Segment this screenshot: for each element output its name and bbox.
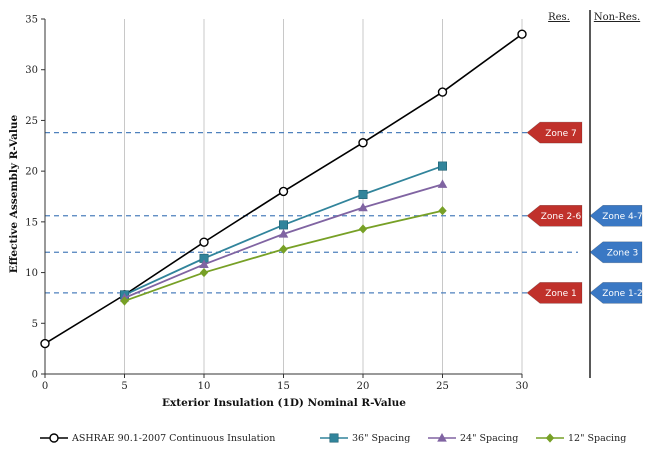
x-axis-label: Exterior Insulation (1D) Nominal R-Value <box>162 397 406 409</box>
zone-arrow-shape <box>526 204 583 227</box>
legend-label: 36" Spacing <box>352 433 410 444</box>
zone-arrow: Zone 3 <box>589 241 643 264</box>
series-layer <box>40 29 527 349</box>
x-tick-label: 5 <box>121 381 127 392</box>
column-header: Res. <box>548 12 570 23</box>
x-tick-label: 15 <box>277 381 290 392</box>
x-tick-label: 30 <box>516 381 529 392</box>
legend-item: 12" Spacing <box>536 433 626 444</box>
y-tick-label: 20 <box>25 167 38 178</box>
legend-item: 24" Spacing <box>428 433 518 444</box>
zone-arrow-label: Zone 4-7 <box>602 212 642 222</box>
legend-item: ASHRAE 90.1-2007 Continuous Insulation <box>40 433 275 444</box>
y-tick-label: 30 <box>25 65 38 76</box>
data-point-square <box>278 220 288 230</box>
zone-arrow-shape <box>589 204 643 227</box>
data-point-circle <box>40 338 50 349</box>
data-point-diamond <box>545 433 555 443</box>
series-3 <box>120 206 447 306</box>
data-point-diamond <box>279 244 288 254</box>
zone-arrow: Zone 1 <box>526 282 583 304</box>
data-point-triangle <box>437 433 447 442</box>
zone-arrow-shape <box>526 121 583 144</box>
y-axis-label: Effective Assembly R-Value <box>8 114 20 273</box>
data-point-triangle <box>358 202 368 212</box>
zone-arrow: Zone 2-6 <box>526 204 583 227</box>
y-tick-label: 25 <box>25 116 38 127</box>
data-point-triangle <box>199 259 209 269</box>
y-tick-label: 10 <box>25 268 38 279</box>
data-point-diamond <box>358 224 368 234</box>
y-tick-label: 15 <box>25 217 38 228</box>
axes: 0 5 10 15 20 25 30 0 5 10 15 20 25 30 35 <box>25 15 528 393</box>
data-point-square <box>358 189 368 199</box>
zone-arrow-label: Zone 1 <box>545 289 577 299</box>
zone-arrow-label: Zone 2-6 <box>541 212 582 222</box>
x-tick-label: 20 <box>357 381 370 392</box>
zone-arrow-label: Zone 1-2 <box>602 289 642 299</box>
zone-arrow-shape <box>589 241 643 264</box>
legend-label: 12" Spacing <box>568 433 626 444</box>
data-point-triangle <box>437 179 448 188</box>
data-point-diamond <box>199 267 209 278</box>
legend-item: 36" Spacing <box>320 433 410 444</box>
data-point-circle <box>517 29 527 39</box>
data-point-square <box>437 161 447 171</box>
data-point-triangle <box>278 229 289 238</box>
data-point-square <box>329 433 339 443</box>
y-tick-label: 5 <box>32 319 38 330</box>
legend-label: 24" Spacing <box>460 433 518 444</box>
zone-markers: Res. Non-Res. Zone 7 Zone 2-6 Zone 1 Zone 4-7… <box>526 10 643 378</box>
legend-label: ASHRAE 90.1-2007 Continuous Insulation <box>71 433 275 444</box>
reference-lines <box>45 131 578 294</box>
data-point-diamond <box>438 206 447 216</box>
zone-arrow: Zone 4-7 <box>589 204 643 227</box>
zone-arrow-label: Zone 3 <box>607 248 639 258</box>
data-point-circle <box>358 138 368 148</box>
zone-arrow: Zone 7 <box>526 121 583 144</box>
data-point-circle <box>278 186 289 197</box>
zone-arrow: Zone 1-2 <box>589 282 643 304</box>
zone-arrow-label: Zone 7 <box>545 129 577 139</box>
y-tick-label: 35 <box>25 15 38 26</box>
legend: ASHRAE 90.1-2007 Continuous Insulation 36… <box>40 433 626 444</box>
data-point-diamond <box>120 296 129 306</box>
x-tick-label: 25 <box>436 381 449 392</box>
x-tick-label: 0 <box>42 381 48 392</box>
grid <box>124 19 523 374</box>
data-point-circle <box>49 433 59 443</box>
y-tick-label: 0 <box>32 370 38 381</box>
data-point-circle <box>199 237 209 247</box>
x-tick-label: 10 <box>198 381 211 392</box>
data-point-circle <box>437 87 448 97</box>
column-header: Non-Res. <box>594 12 640 23</box>
zone-arrow-shape <box>526 282 583 304</box>
zone-arrow-shape <box>589 282 643 304</box>
